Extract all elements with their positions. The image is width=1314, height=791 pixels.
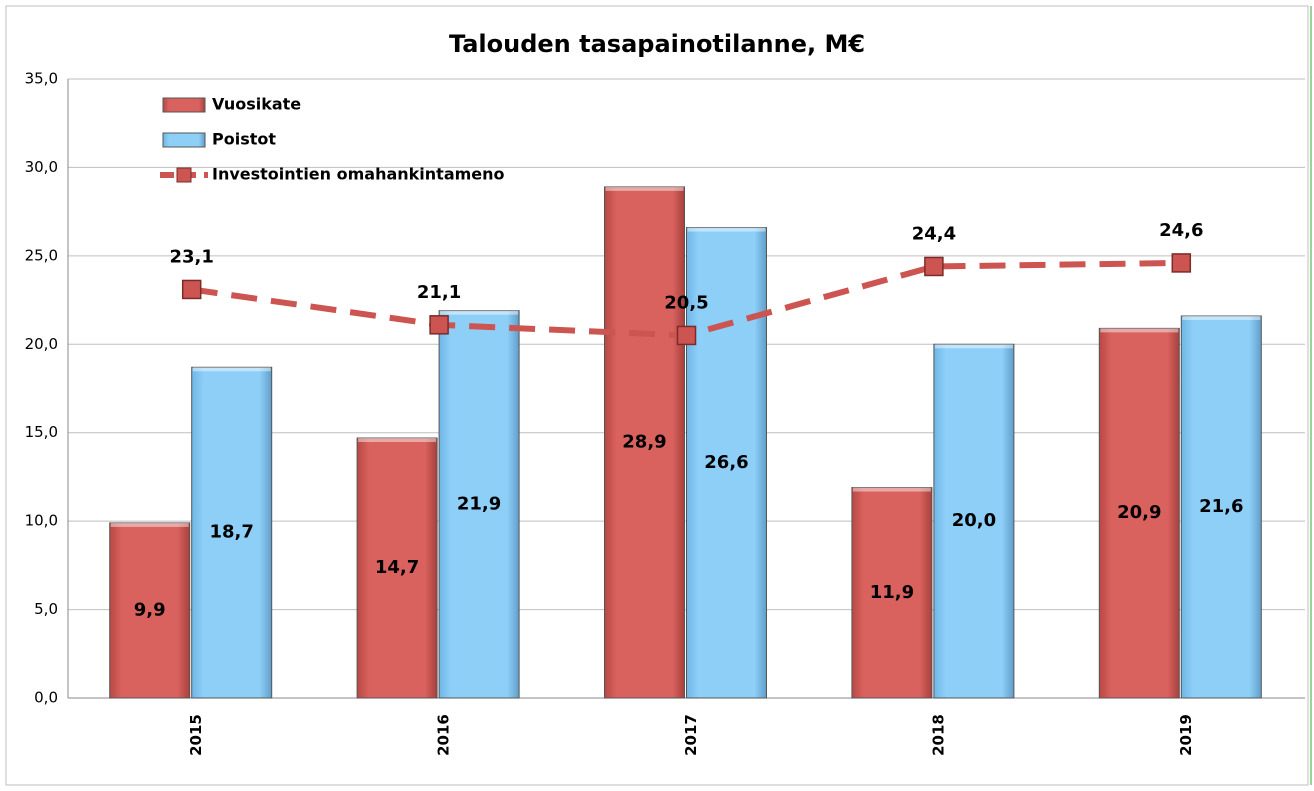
bar-top	[605, 186, 684, 191]
bar-top	[1100, 328, 1179, 333]
data-label: 21,9	[457, 493, 501, 514]
data-label: 23,1	[169, 246, 213, 267]
x-tick-label: 2019	[1177, 714, 1195, 756]
bar-top	[934, 344, 1013, 349]
x-tick-label: 2016	[435, 714, 453, 756]
legend-marker	[176, 167, 192, 183]
bar-top	[687, 227, 766, 232]
bar	[1098, 327, 1180, 699]
x-tick-label: 2017	[682, 714, 700, 756]
bar	[1180, 315, 1262, 699]
y-tick-label: 15,0	[25, 423, 58, 441]
data-label: 21,6	[1199, 496, 1243, 517]
bar-top	[192, 367, 271, 372]
legend-swatch	[162, 132, 206, 148]
legend-label: Investointien omahankintameno	[212, 165, 505, 184]
chart-title: Talouden tasapainotilanne, M€	[449, 30, 865, 58]
bar	[851, 487, 933, 699]
data-label: 26,6	[704, 452, 748, 473]
bar	[191, 366, 273, 699]
data-label: 20,9	[1117, 502, 1161, 523]
bar	[356, 437, 438, 699]
data-label: 11,9	[870, 582, 914, 603]
line-marker	[429, 315, 449, 335]
x-tick-label: 2015	[187, 714, 205, 756]
line-marker	[181, 279, 202, 300]
data-label: 9,9	[134, 599, 166, 620]
bar	[109, 522, 191, 699]
bar-top	[358, 438, 437, 443]
bar	[686, 227, 767, 699]
bar-top	[440, 310, 519, 315]
data-label: 14,7	[375, 557, 419, 578]
data-label: 28,9	[622, 431, 666, 452]
y-tick-label: 0,0	[34, 689, 58, 707]
bar-top	[1182, 315, 1261, 320]
y-tick-label: 20,0	[25, 335, 58, 353]
bar	[438, 310, 520, 699]
line-marker	[924, 256, 944, 277]
legend-label: Poistot	[212, 130, 276, 149]
line-marker	[676, 325, 697, 346]
bar	[604, 186, 685, 699]
data-label: 24,6	[1159, 220, 1203, 241]
data-label: 20,5	[664, 292, 708, 313]
y-tick-label: 35,0	[25, 70, 58, 88]
legend-swatch	[162, 97, 206, 113]
line-marker	[1171, 253, 1192, 273]
data-label: 21,1	[417, 282, 461, 303]
y-tick-label: 30,0	[25, 158, 58, 176]
data-label: 20,0	[952, 510, 996, 531]
x-tick-label: 2018	[929, 714, 947, 756]
legend-label: Vuosikate	[212, 95, 301, 114]
data-label: 24,4	[912, 223, 956, 244]
y-tick-label: 10,0	[25, 512, 58, 530]
y-tick-label: 5,0	[34, 600, 58, 618]
bar	[933, 343, 1015, 699]
y-tick-label: 25,0	[25, 246, 58, 264]
data-label: 18,7	[209, 522, 253, 543]
bar-top	[852, 487, 931, 492]
bar-top	[110, 522, 189, 527]
